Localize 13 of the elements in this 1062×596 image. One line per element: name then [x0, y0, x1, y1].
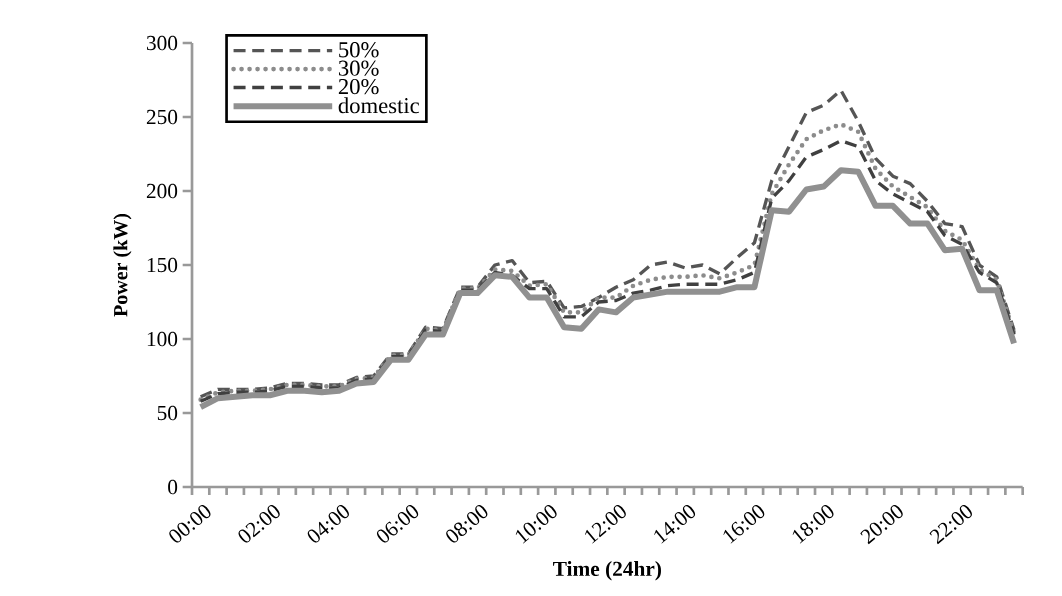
y-tick-label: 300: [146, 35, 178, 51]
legend-label: 20%: [338, 78, 379, 95]
y-tick-label: 150: [147, 257, 178, 273]
legend-label: 30%: [338, 60, 379, 76]
y-tick-label: 200: [146, 183, 178, 199]
legend-label: 50%: [339, 42, 379, 58]
y-tick-label: 50: [157, 405, 178, 421]
x-axis-title: Time (24hr): [553, 561, 661, 581]
y-axis-title: Power (kW): [113, 213, 132, 317]
legend-label: domestic: [338, 97, 420, 114]
y-tick-label: 250: [146, 109, 178, 125]
y-tick-label: 0: [168, 479, 178, 495]
y-tick-label: 100: [147, 331, 178, 347]
